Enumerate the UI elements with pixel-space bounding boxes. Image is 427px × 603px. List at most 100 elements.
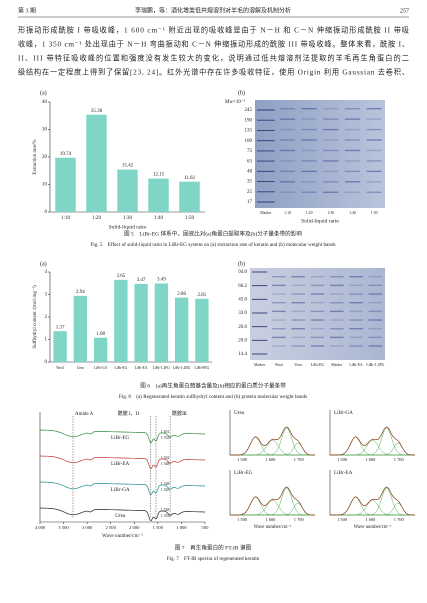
fit-component (330, 442, 415, 456)
lane-label: LiBr-EG (311, 363, 325, 367)
marker-label: 17 (247, 200, 253, 205)
bar (86, 114, 107, 212)
smear (272, 284, 286, 287)
panel-label: (a) (40, 260, 47, 267)
smear (279, 149, 296, 152)
smear (366, 118, 382, 120)
fit-envelope (230, 486, 315, 516)
smear (368, 319, 383, 321)
value-label: 3.47 (137, 278, 146, 283)
smear (323, 170, 339, 173)
y-tick-label: 10 (42, 183, 48, 188)
smear (344, 118, 361, 120)
smear (301, 181, 317, 183)
bar (148, 178, 169, 212)
bar (195, 298, 209, 362)
marker-label: 14.4 (238, 352, 247, 357)
x-tick-label: 2 000 (129, 525, 140, 530)
marker-label: 100 (245, 139, 253, 144)
x-tick-label: 1 500 (153, 525, 164, 530)
x-tick-label: 1 000 (176, 525, 187, 530)
marker-label: 35 (247, 180, 253, 185)
panel-title: LiBr-EA (334, 470, 353, 476)
smear (349, 284, 363, 287)
body-line: 形振动形成酰胺 I 带吸收峰，1 600 cm⁻¹ 附近出现的吸收峰是由于 N－… (18, 26, 409, 35)
marker-label: 25 (247, 190, 253, 195)
issue: 第 3 期 (18, 6, 36, 14)
smear (301, 139, 317, 141)
smear (344, 191, 361, 193)
smear (330, 328, 344, 330)
body-line: 收峰，1 350 cm⁻¹ 处出现由于 N－H 弯曲振动和 C－N 伸缩振动形成… (18, 40, 409, 49)
smear (323, 139, 339, 141)
smear (330, 276, 344, 278)
bar (179, 181, 200, 212)
axis (229, 470, 315, 516)
smear (368, 276, 383, 278)
smear (272, 276, 286, 278)
bar (73, 295, 88, 362)
smear (366, 160, 382, 162)
smear (291, 310, 305, 313)
smear (310, 284, 325, 287)
smear (272, 310, 286, 313)
body-line: II、III 带特征吸收峰的位置和强度没有发生较大的变化，说明通过低共熔溶剂法提… (18, 54, 409, 63)
x-tick-label: 4 000 (35, 525, 46, 530)
x-tick-label: LiBr-EG (115, 366, 128, 370)
fit-envelope (230, 426, 315, 456)
smear (291, 328, 305, 330)
marker-label: 94.0 (238, 270, 247, 275)
fit-component (330, 427, 415, 456)
smear (291, 319, 305, 321)
marker-label: 190 (245, 118, 253, 123)
peak-label: 1 548 (161, 482, 170, 486)
marker-label: 26.0 (238, 325, 247, 330)
x-tick-label: 1 600 (265, 457, 276, 462)
smear (344, 108, 361, 110)
axis (329, 470, 415, 516)
smear (310, 302, 325, 304)
x-tick-label: LiBr-EA (135, 366, 148, 370)
x-axis-label: Wave number/cm⁻¹ (254, 524, 292, 530)
caption-en: Fig. 5 Effect of solid-liquid ratio in L… (90, 241, 335, 248)
y-axis-label: Extraction rate/% (33, 139, 38, 174)
x-tick-label: 1 600 (265, 517, 276, 522)
smear (330, 319, 344, 321)
smear (279, 160, 296, 162)
axis (329, 410, 415, 456)
y-tick-label: 0 (45, 360, 48, 365)
x-tick-label: 2 500 (106, 525, 117, 530)
peak-label: 1 632 (161, 456, 170, 460)
peak-label: 1 533 (161, 436, 170, 440)
lane-label: 1:50 (371, 211, 378, 215)
fit-component (330, 487, 415, 516)
smear (291, 345, 305, 347)
smear (368, 284, 383, 287)
smear (368, 310, 383, 313)
smear (330, 345, 344, 347)
caption-cn: 图 7 再生角蛋白的 FT-IR 谱图 (175, 543, 252, 551)
lane-label: Urea (295, 363, 303, 367)
fit-component (230, 487, 315, 516)
value-label: 12.15 (153, 173, 165, 178)
band-label: 酰胺Ⅲ (172, 410, 187, 417)
x-tick-label: 1:50 (185, 215, 195, 221)
smear (301, 118, 317, 120)
smear (301, 128, 317, 131)
fit-envelope (330, 426, 415, 456)
smear (310, 310, 325, 313)
fit-component (230, 427, 315, 456)
lane-label: LiBr-EA (349, 363, 363, 367)
smear (272, 328, 286, 330)
smear (366, 149, 382, 152)
marker-label: 66.2 (238, 284, 247, 289)
lane-label: 1:40 (349, 211, 356, 215)
smear (310, 345, 325, 347)
smear (349, 345, 363, 347)
lane-label: Wool (275, 363, 283, 367)
bar (114, 279, 128, 362)
panel-title: Urea (234, 410, 245, 416)
x-tick-label: 1 700 (394, 517, 405, 522)
smear (310, 276, 325, 278)
x-axis-label: Solid-liquid ratio (109, 224, 147, 230)
